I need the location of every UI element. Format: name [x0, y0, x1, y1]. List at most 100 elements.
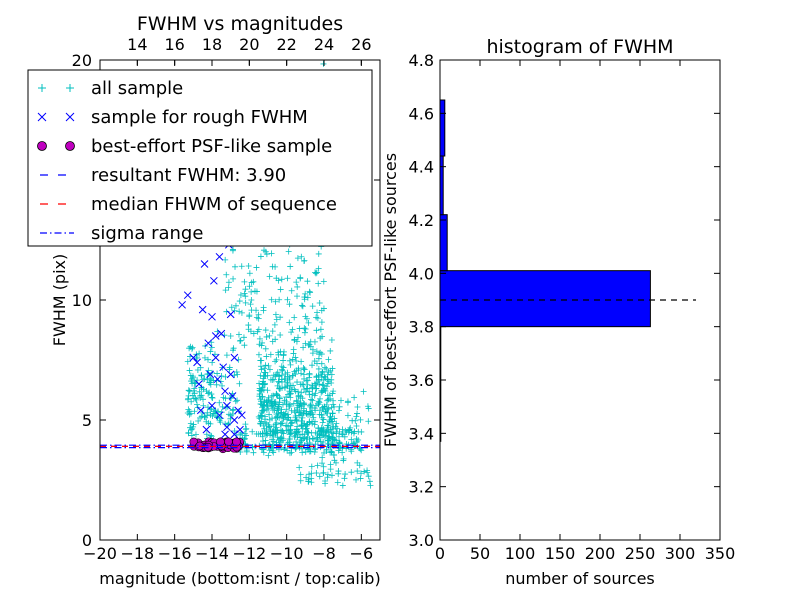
point-all-sample: [357, 475, 364, 482]
point-all-sample: [315, 265, 322, 272]
point-all-sample: [202, 414, 209, 421]
point-all-sample: [332, 459, 339, 466]
point-all-sample: [276, 296, 283, 303]
point-all-sample: [325, 356, 332, 363]
point-rough-fwhm: [215, 252, 224, 261]
point-all-sample: [328, 418, 335, 425]
point-all-sample: [330, 435, 337, 442]
point-all-sample: [319, 369, 326, 376]
point-all-sample: [329, 410, 336, 417]
point-all-sample: [292, 445, 299, 452]
point-all-sample: [354, 404, 361, 411]
point-all-sample: [318, 425, 325, 432]
point-all-sample: [257, 388, 264, 395]
point-all-sample: [317, 349, 324, 356]
point-all-sample: [263, 430, 270, 437]
point-all-sample: [300, 365, 307, 372]
histogram-y-axis-label: FWHM of best-effort PSF-like sources: [381, 153, 400, 447]
point-all-sample: [277, 286, 284, 293]
point-all-sample: [301, 366, 308, 373]
histogram-panel: histogram of FWHM 0 50 100 150 200 250 300 350 …: [381, 36, 735, 588]
point-all-sample: [317, 326, 324, 333]
hist-y-tick-label: 4.4: [409, 158, 434, 177]
point-all-sample: [344, 412, 351, 419]
point-all-sample: [195, 417, 202, 424]
point-all-sample: [188, 398, 195, 405]
point-all-sample: [284, 296, 291, 303]
point-all-sample: [322, 480, 329, 487]
point-rough-fwhm: [221, 387, 229, 396]
point-all-sample: [358, 447, 365, 454]
hist-y-tick-label: 4.6: [409, 104, 434, 123]
point-all-sample: [223, 352, 230, 359]
point-all-sample: [259, 339, 266, 346]
point-all-sample: [331, 415, 338, 422]
x-tick-label: −8: [312, 544, 336, 563]
point-all-sample: [299, 449, 306, 456]
point-all-sample: [297, 275, 304, 282]
point-all-sample: [237, 337, 244, 344]
point-all-sample: [364, 469, 371, 476]
point-all-sample: [287, 390, 294, 397]
point-all-sample: [307, 401, 314, 408]
point-all-sample: [294, 283, 301, 290]
point-all-sample: [294, 255, 301, 262]
x-tick-label: −10: [270, 544, 304, 563]
point-all-sample: [334, 479, 341, 486]
scatter-panel: FWHM vs magnitudes −20 −18 −16 −14 −12 −10 −8−…: [27, 13, 381, 588]
point-all-sample: [315, 365, 322, 372]
point-all-sample: [301, 329, 308, 336]
point-all-sample: [214, 370, 221, 377]
point-all-sample: [288, 407, 295, 414]
point-all-sample: [276, 379, 283, 386]
point-all-sample: [218, 409, 225, 416]
legend-marker-plus: [66, 84, 74, 92]
point-rough-fwhm: [228, 392, 237, 400]
point-all-sample: [262, 327, 269, 334]
point-all-sample: [327, 461, 334, 468]
point-all-sample: [203, 418, 210, 425]
point-all-sample: [324, 380, 331, 387]
point-rough-fwhm: [221, 430, 229, 439]
point-all-sample: [306, 388, 313, 395]
point-rough-fwhm: [189, 353, 198, 362]
legend-label-rough-fwhm: sample for rough FWHM: [91, 107, 308, 128]
point-all-sample: [300, 371, 307, 378]
point-all-sample: [361, 468, 368, 475]
point-all-sample: [278, 276, 285, 283]
series-rough-fwhm: [178, 209, 246, 439]
point-all-sample: [238, 263, 245, 270]
histogram-bar: [439, 214, 448, 272]
point-all-sample: [349, 417, 356, 424]
histogram-bar: [439, 99, 446, 157]
point-all-sample: [289, 326, 296, 333]
point-all-sample: [203, 431, 210, 438]
point-all-sample: [281, 397, 288, 404]
point-all-sample: [185, 429, 192, 436]
point-all-sample: [223, 271, 230, 278]
point-all-sample: [257, 253, 264, 260]
point-all-sample: [287, 426, 294, 433]
scatter-x-axis-label: magnitude (bottom:isnt / top:calib): [99, 569, 380, 588]
hist-x-tick-label: 100: [505, 544, 536, 563]
point-rough-fwhm: [202, 425, 211, 434]
point-all-sample: [305, 478, 312, 485]
point-all-sample: [198, 372, 205, 379]
point-all-sample: [258, 409, 265, 416]
point-all-sample: [256, 335, 263, 342]
point-rough-fwhm: [196, 406, 205, 415]
point-all-sample: [265, 362, 272, 369]
point-all-sample: [205, 390, 212, 397]
point-all-sample: [250, 449, 257, 456]
point-all-sample: [313, 360, 320, 367]
point-all-sample: [231, 372, 238, 379]
point-all-sample: [273, 275, 280, 282]
point-all-sample: [256, 341, 263, 348]
point-all-sample: [317, 335, 324, 342]
point-rough-fwhm: [217, 329, 226, 338]
point-all-sample: [269, 447, 276, 454]
top-tick-label: 20: [239, 35, 259, 54]
hist-y-tick-label: 3.0: [409, 531, 434, 550]
legend-label-all-sample: all sample: [91, 78, 183, 99]
point-all-sample: [186, 408, 193, 415]
